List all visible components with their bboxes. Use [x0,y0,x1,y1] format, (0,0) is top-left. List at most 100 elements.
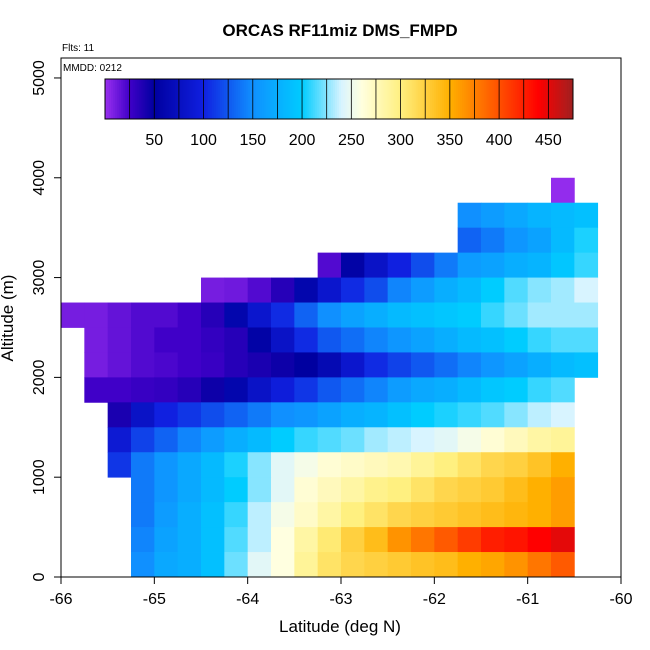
heatmap-cell [247,402,272,428]
heatmap-cell [574,202,599,229]
heatmap-cell [504,377,529,403]
heatmap-cell [131,352,155,378]
heatmap-cell [341,477,365,503]
colorbar-swatch [356,79,360,119]
colorbar-swatch [162,79,165,119]
colorbar-swatch [303,79,306,119]
colorbar-swatch [192,79,195,119]
heatmap-cell [341,552,365,578]
heatmap-cell [224,502,249,528]
colorbar-swatch [422,79,425,119]
colorbar: 50 100 150 200 250 300 350 400 450 [104,78,574,149]
heatmap-cell [201,377,225,403]
heatmap-cell [271,327,295,353]
heatmap-cell [504,227,529,254]
heatmap-cell [131,452,155,478]
colorbar-swatch [154,79,158,119]
colorbar-swatch [331,79,334,119]
heatmap-cell [131,302,155,328]
colorbar-swatch [287,79,290,119]
heatmap-cell [294,527,319,553]
colorbar-swatch [235,79,239,119]
colorbar-swatch [503,79,507,119]
heatmap-cell [271,402,295,428]
heatmap-cell [247,302,272,328]
heatmap-cell [224,452,249,478]
heatmap-cell [271,352,295,378]
colorbar-swatch [531,79,534,119]
heatmap-cell [527,477,552,503]
colorbar-swatch [350,79,354,119]
heatmap-cell [271,302,295,328]
heatmap-cell [481,452,505,478]
heatmap-cell [317,302,342,328]
heatmap-cell [224,552,249,578]
heatmap-cell [411,452,435,478]
heatmap-cell [551,352,575,378]
heatmap-cell [411,427,435,453]
colorbar-swatch [281,79,284,119]
heatmap-cell [551,502,575,528]
colorbar-swatch [315,79,318,119]
colorbar-swatch [122,79,126,119]
heatmap-cell [574,327,599,353]
heatmap-cell [177,352,202,378]
heatmap-cell [177,427,202,453]
heatmap-cell [434,402,459,428]
colorbar-swatch [543,79,546,119]
colorbar-swatch [206,79,209,119]
heatmap-cell [201,427,225,453]
heatmap-cell [387,427,412,453]
heatmap-cell [341,527,365,553]
heatmap-cell [527,202,552,229]
colorbar-swatch [231,79,235,119]
colorbar-swatch [156,79,160,119]
colorbar-swatch [434,79,437,119]
heatmap-cell [247,527,272,553]
colorbar-swatch [138,79,142,119]
heatmap-cell [574,302,599,328]
colorbar-swatch [128,79,132,119]
heatmap-cell [457,427,482,453]
heatmap-cell [294,327,319,353]
heatmap-cell [574,352,599,378]
colorbar-swatch [222,79,225,119]
heatmap-cell [154,477,179,503]
colorbar-swatch [444,79,447,119]
heatmap-cell [527,327,552,353]
colorbar-swatch [380,79,384,119]
heatmap-cell [317,352,342,378]
heatmap-cell [201,352,225,378]
colorbar-swatch [257,79,261,119]
colorbar-tick-label: 100 [190,132,217,149]
colorbar-swatch [561,79,564,119]
colorbar-swatch [204,79,207,119]
colorbar-swatch [483,79,487,119]
heatmap-cell [224,477,249,503]
heatmap-cell [457,327,482,353]
colorbar-swatch [479,79,483,119]
heatmap-cell [177,502,202,528]
heatmap-cell [457,277,482,303]
x-tick-label: -66 [49,591,72,608]
colorbar-swatch [358,79,362,119]
colorbar-swatch [471,79,475,119]
heatmap-cell [131,502,155,528]
colorbar-swatch [150,79,154,119]
colorbar-swatch [259,79,263,119]
colorbar-swatch [261,79,265,119]
heatmap-cell [457,477,482,503]
colorbar-swatch [362,79,366,119]
colorbar-swatch [277,79,281,119]
heatmap-cell [411,502,435,528]
heatmap-cell [317,552,342,578]
colorbar-swatch [267,79,271,119]
heatmap-cell [317,527,342,553]
colorbar-swatch [241,79,245,119]
heatmap-cell [317,327,342,353]
y-axis-label: Altitude (m) [0,275,17,362]
colorbar-swatch [140,79,144,119]
colorbar-swatch [432,79,435,119]
colorbar-swatch [313,79,316,119]
colorbar-swatch [275,79,279,119]
